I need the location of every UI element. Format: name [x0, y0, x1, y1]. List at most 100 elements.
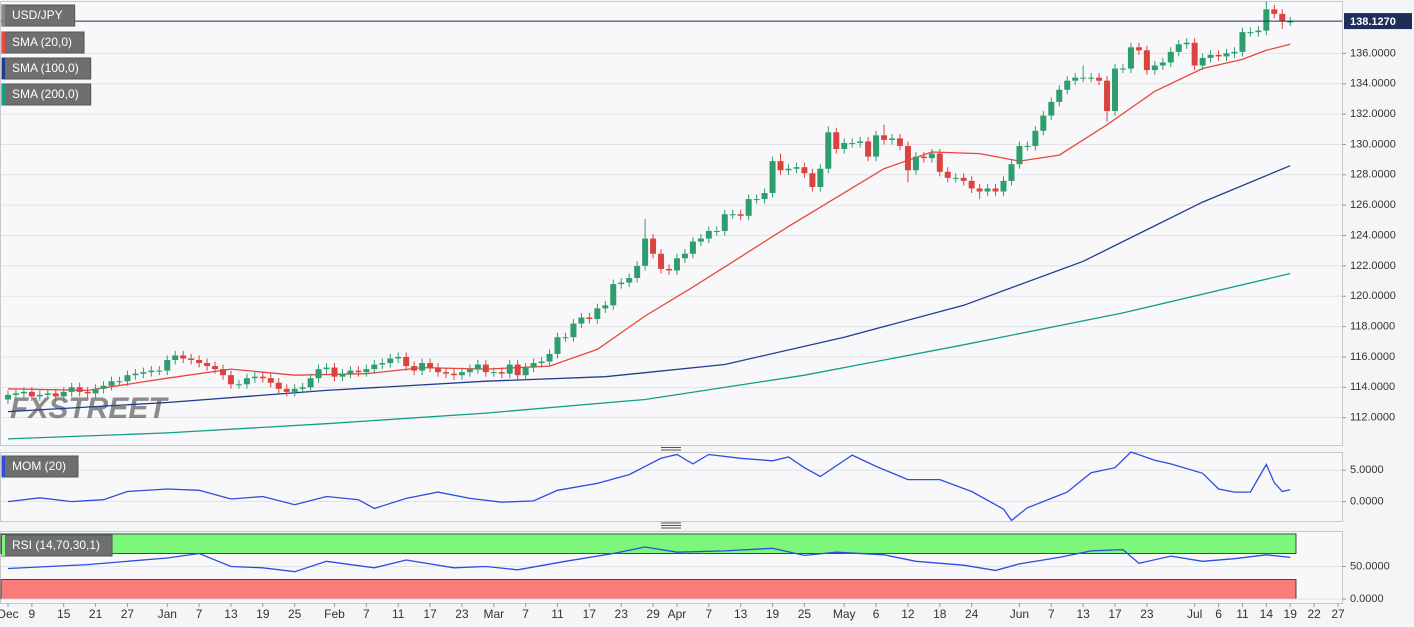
- candle-body: [220, 369, 227, 376]
- candle-body: [482, 364, 489, 373]
- candle-body: [1151, 65, 1158, 71]
- candle-body: [283, 388, 290, 392]
- candle-body: [1088, 77, 1095, 79]
- candle-body: [825, 132, 832, 169]
- candle-body: [299, 387, 306, 389]
- candle-body: [68, 387, 75, 392]
- candle-body: [761, 193, 768, 200]
- x-tick-label: Jun: [1010, 607, 1029, 621]
- line: [7, 272, 1291, 440]
- candle-body: [904, 145, 911, 171]
- candle-body: [1032, 130, 1039, 146]
- line: [7, 546, 1291, 573]
- candle-body: [156, 370, 163, 372]
- candle-body: [12, 393, 19, 395]
- candle-body: [1199, 57, 1206, 66]
- candle-body: [666, 268, 673, 271]
- candle-body: [20, 391, 27, 394]
- candle-body: [881, 135, 888, 140]
- candle-body: [164, 359, 171, 371]
- candle-body: [976, 188, 983, 192]
- candle-body: [419, 363, 426, 371]
- x-tick-label: 27: [121, 607, 135, 621]
- candle-body: [562, 337, 569, 339]
- x-tick-label: 7: [522, 607, 529, 621]
- candle-body: [769, 161, 776, 194]
- candle-body: [1024, 145, 1031, 147]
- candle-body: [498, 372, 505, 374]
- legend-label: USD/JPY: [12, 8, 63, 22]
- candle-body: [1080, 77, 1087, 79]
- candle-body: [936, 153, 943, 172]
- y-tick-label: 118.0000: [1350, 321, 1395, 333]
- x-tick-label: 11: [551, 607, 564, 621]
- x-tick-label: 9: [29, 607, 36, 621]
- candle-body: [188, 358, 195, 360]
- candle-body: [912, 156, 919, 171]
- legend-swatch: [2, 5, 5, 26]
- y-tick-label: 124.0000: [1350, 229, 1396, 241]
- x-tick-label: 6: [1215, 607, 1222, 621]
- candle-body: [1056, 89, 1063, 102]
- candle-body: [435, 367, 442, 373]
- x-tick-label: 14: [1260, 607, 1274, 621]
- candle-body: [148, 370, 155, 373]
- candle-body: [84, 391, 91, 394]
- x-tick-label: 18: [933, 607, 947, 621]
- candle-body: [673, 258, 680, 271]
- y-tick-label: 122.0000: [1350, 260, 1396, 272]
- x-tick-label: 24: [965, 607, 979, 621]
- candle-body: [1255, 30, 1262, 33]
- candle-body: [243, 378, 250, 385]
- y-tick-label: 116.0000: [1350, 351, 1395, 363]
- candle-body: [1040, 115, 1047, 131]
- candle-body: [896, 138, 903, 146]
- candle-body: [1175, 44, 1182, 52]
- candle-body: [235, 384, 242, 386]
- candle-body: [634, 265, 641, 279]
- candle-body: [1104, 80, 1111, 112]
- y-tick-label: 114.0000: [1350, 381, 1395, 393]
- x-tick-label: 27: [1331, 607, 1345, 621]
- candle-body: [984, 188, 991, 192]
- candle-body: [506, 364, 513, 374]
- candle-body: [833, 132, 840, 149]
- x-tick-label: Dec: [0, 607, 19, 621]
- candle-body: [721, 214, 728, 231]
- candle-body: [873, 135, 880, 157]
- candle-body: [610, 284, 617, 306]
- candle-body: [212, 366, 219, 370]
- x-tick-label: 19: [256, 607, 270, 621]
- candle-body: [554, 337, 561, 354]
- candle-body: [1191, 42, 1198, 66]
- candle-body: [857, 141, 864, 143]
- candle-body: [602, 305, 609, 309]
- legend-swatch: [2, 456, 5, 477]
- candle-body: [650, 238, 657, 254]
- candle-body: [44, 393, 51, 395]
- x-tick-label: Feb: [324, 607, 345, 621]
- x-tick-label: 23: [455, 607, 469, 621]
- candle-body: [116, 381, 123, 383]
- x-tick-label: 17: [583, 607, 597, 621]
- candle-body: [697, 238, 704, 242]
- candle-body: [1048, 101, 1055, 116]
- x-tick-label: 13: [1076, 607, 1090, 621]
- candle-body: [140, 372, 147, 374]
- x-tick-label: 22: [1307, 607, 1321, 621]
- line: [7, 451, 1291, 522]
- candle-body: [443, 372, 450, 374]
- candle-body: [331, 367, 338, 377]
- candle-body: [570, 323, 577, 338]
- candle-body: [1000, 180, 1007, 192]
- candle-body: [1223, 53, 1230, 57]
- candle-body: [681, 253, 688, 259]
- candle-body: [347, 370, 354, 374]
- x-tick-label: 23: [1140, 607, 1154, 621]
- x-tick-label: Jan: [158, 607, 177, 621]
- candle-body: [618, 282, 625, 285]
- x-tick-label: 29: [646, 607, 660, 621]
- candle-body: [60, 391, 67, 397]
- x-tick-label: 7: [1048, 607, 1055, 621]
